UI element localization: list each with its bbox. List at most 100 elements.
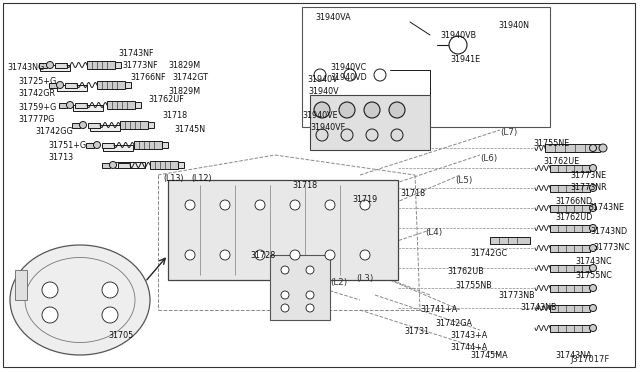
Circle shape <box>589 144 596 151</box>
Text: 31762UB: 31762UB <box>447 267 484 276</box>
Circle shape <box>67 102 74 109</box>
Bar <box>102 163 110 167</box>
Bar <box>134 141 162 149</box>
Bar <box>550 305 590 311</box>
Text: 31940VC: 31940VC <box>330 64 366 73</box>
Text: 31742GT: 31742GT <box>172 73 208 81</box>
Text: (L3): (L3) <box>356 273 373 282</box>
Circle shape <box>185 200 195 210</box>
Circle shape <box>56 81 63 89</box>
Circle shape <box>93 141 100 148</box>
Text: 31742GG: 31742GG <box>35 126 73 135</box>
Bar <box>65 83 77 87</box>
Bar <box>107 101 135 109</box>
Bar <box>103 145 133 151</box>
Text: 31718: 31718 <box>162 110 187 119</box>
Bar <box>57 85 87 91</box>
Circle shape <box>109 161 116 169</box>
Bar <box>270 255 330 320</box>
Circle shape <box>360 200 370 210</box>
Circle shape <box>281 304 289 312</box>
Bar <box>550 224 590 231</box>
Text: 31777PG: 31777PG <box>18 115 54 124</box>
Text: 31829M: 31829M <box>168 87 200 96</box>
Circle shape <box>599 144 607 152</box>
Text: 31940VA: 31940VA <box>315 13 351 22</box>
Bar <box>125 82 131 88</box>
Ellipse shape <box>10 245 150 355</box>
Circle shape <box>391 129 403 141</box>
Circle shape <box>589 185 596 192</box>
Bar <box>310 95 430 150</box>
Circle shape <box>341 129 353 141</box>
Circle shape <box>255 250 265 260</box>
Circle shape <box>589 205 596 212</box>
Text: 31743NE: 31743NE <box>588 203 624 212</box>
Bar <box>97 81 125 89</box>
Bar <box>75 103 87 108</box>
Bar <box>88 122 100 128</box>
Text: 31725+G: 31725+G <box>18 77 56 87</box>
Bar <box>73 105 103 111</box>
Circle shape <box>589 224 596 231</box>
Text: 31705: 31705 <box>108 330 133 340</box>
Text: 31766NF: 31766NF <box>130 74 166 83</box>
Circle shape <box>42 307 58 323</box>
Bar <box>162 142 168 148</box>
Circle shape <box>220 250 230 260</box>
Text: 31743NA: 31743NA <box>555 350 591 359</box>
Bar <box>55 62 67 67</box>
Bar <box>49 83 57 87</box>
Text: (L2): (L2) <box>330 279 348 288</box>
Text: 31766ND: 31766ND <box>555 198 592 206</box>
Text: 31745MA: 31745MA <box>470 350 508 359</box>
Text: 31755NB: 31755NB <box>455 280 492 289</box>
Bar <box>86 142 94 148</box>
Text: (L5): (L5) <box>455 176 472 185</box>
Text: 31940V: 31940V <box>307 76 338 84</box>
Circle shape <box>290 250 300 260</box>
Text: 31745N: 31745N <box>174 125 205 135</box>
Bar <box>550 205 590 212</box>
Text: 31940VF: 31940VF <box>310 124 345 132</box>
Text: 31755NE: 31755NE <box>533 138 569 148</box>
Bar <box>120 121 148 129</box>
Circle shape <box>589 164 596 171</box>
Text: 31940VE: 31940VE <box>302 110 338 119</box>
Circle shape <box>389 102 405 118</box>
Circle shape <box>366 129 378 141</box>
Circle shape <box>79 122 86 128</box>
Bar <box>118 163 130 167</box>
Bar <box>115 162 145 168</box>
Bar <box>102 142 114 148</box>
Circle shape <box>255 200 265 210</box>
Circle shape <box>185 250 195 260</box>
Circle shape <box>314 69 326 81</box>
Text: 31741+A: 31741+A <box>420 305 457 314</box>
Circle shape <box>316 129 328 141</box>
Text: 31743NC: 31743NC <box>575 257 612 266</box>
Text: 31742GA: 31742GA <box>435 318 472 327</box>
Text: 31743+A: 31743+A <box>450 331 487 340</box>
Text: 31718: 31718 <box>400 189 425 198</box>
Text: 31743NB: 31743NB <box>520 304 557 312</box>
Circle shape <box>449 36 467 54</box>
Text: 31940VD: 31940VD <box>330 74 367 83</box>
Bar <box>550 285 590 292</box>
Circle shape <box>589 264 596 272</box>
Bar <box>550 164 590 171</box>
Bar <box>148 122 154 128</box>
Text: (L13): (L13) <box>163 173 184 183</box>
Circle shape <box>325 200 335 210</box>
Text: 31941E: 31941E <box>450 55 480 64</box>
Circle shape <box>306 304 314 312</box>
Circle shape <box>306 266 314 274</box>
Text: 31742GC: 31742GC <box>470 248 507 257</box>
Circle shape <box>281 266 289 274</box>
Text: 31773NE: 31773NE <box>570 171 606 180</box>
Text: 31773NF: 31773NF <box>122 61 157 70</box>
Circle shape <box>290 200 300 210</box>
Circle shape <box>589 324 596 331</box>
Bar <box>178 162 184 168</box>
Text: 31731: 31731 <box>404 327 429 336</box>
